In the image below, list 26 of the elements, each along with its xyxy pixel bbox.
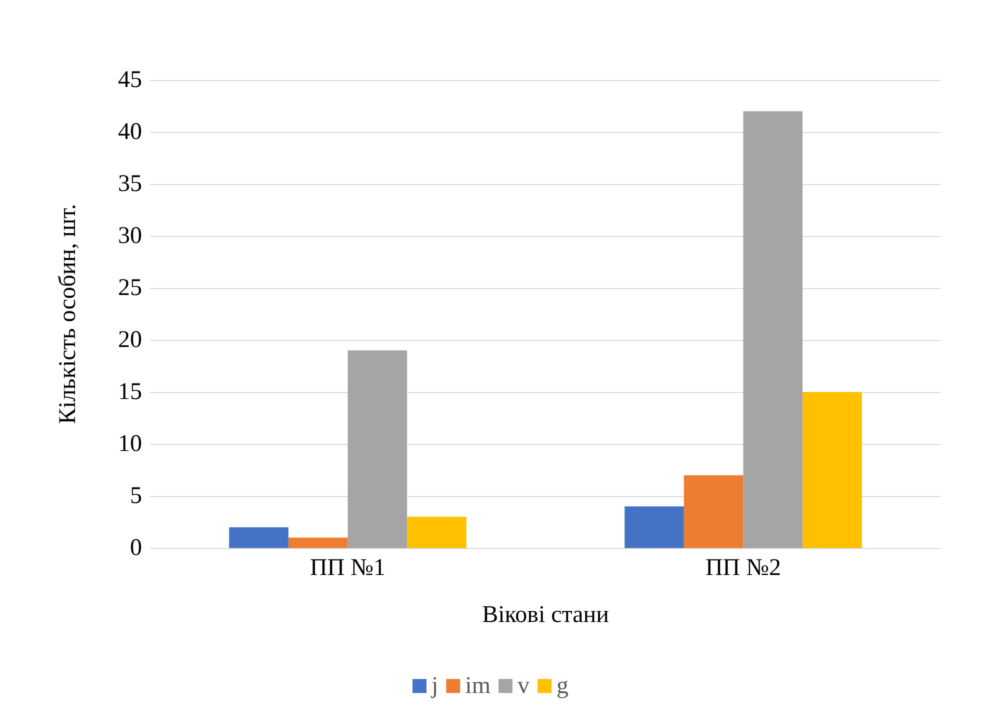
- y-tick-label: 35: [118, 171, 142, 197]
- y-tick-label: 40: [118, 119, 142, 145]
- y-tick-label: 15: [118, 379, 142, 405]
- x-tick-label: ПП №1: [310, 555, 386, 581]
- legend-label: j: [430, 673, 438, 699]
- y-axis-title: Кількість особин, шт.: [55, 204, 81, 424]
- y-tick-label: 0: [130, 535, 142, 561]
- x-axis-title: Вікові стани: [482, 602, 610, 628]
- y-tick-label: 25: [118, 275, 142, 301]
- y-tick-label: 10: [118, 431, 142, 457]
- y-tick-label: 20: [118, 327, 142, 353]
- bar: [407, 516, 466, 548]
- legend-label: g: [556, 673, 568, 699]
- bar: [624, 506, 684, 548]
- bar: [229, 527, 288, 548]
- legend-label: v: [518, 673, 530, 699]
- y-tick-label: 30: [118, 223, 142, 249]
- bar: [288, 538, 348, 548]
- legend-label: im: [465, 673, 491, 699]
- y-tick-label: 5: [130, 483, 142, 509]
- y-tick-label: 45: [118, 67, 142, 93]
- bar: [684, 475, 744, 548]
- bar: [743, 111, 803, 548]
- bar: [348, 350, 408, 548]
- x-tick-label: ПП №2: [705, 555, 782, 581]
- bar: [802, 392, 862, 548]
